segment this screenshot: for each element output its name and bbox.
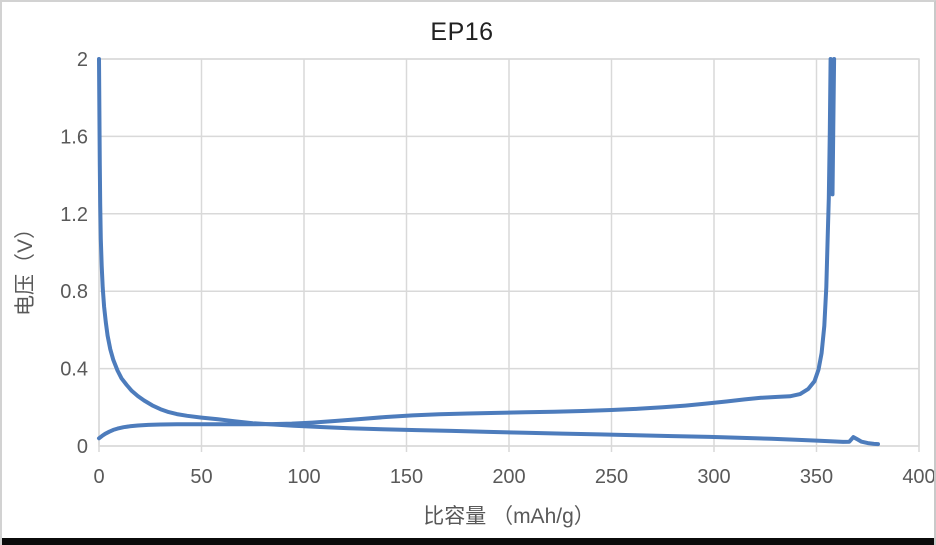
y-tick-label: 2	[77, 49, 88, 71]
x-tick-label: 300	[697, 466, 730, 488]
x-tick-label: 200	[492, 466, 525, 488]
chart-title: EP16	[430, 18, 494, 46]
y-tick-label: 0.4	[60, 359, 88, 381]
x-tick-label: 400	[902, 466, 935, 488]
series-line-charge	[97, 57, 837, 441]
series-line-discharge	[97, 57, 880, 447]
x-tick-label: 250	[595, 466, 628, 488]
x-tick-label: 350	[800, 466, 833, 488]
x-tick-label: 0	[93, 466, 104, 488]
x-tick-label: 150	[390, 466, 423, 488]
y-tick-label: 0	[77, 436, 88, 458]
y-tick-label: 0.8	[60, 281, 88, 303]
x-tick-label: 100	[287, 466, 320, 488]
y-tick-label: 1.2	[60, 204, 88, 226]
plot-frame	[98, 58, 920, 447]
window-edge-bar	[2, 538, 934, 545]
y-tick-label: 1.6	[60, 126, 88, 148]
x-axis-title: 比容量 （mAh/g）	[423, 505, 595, 528]
x-tick-label: 50	[190, 466, 212, 488]
